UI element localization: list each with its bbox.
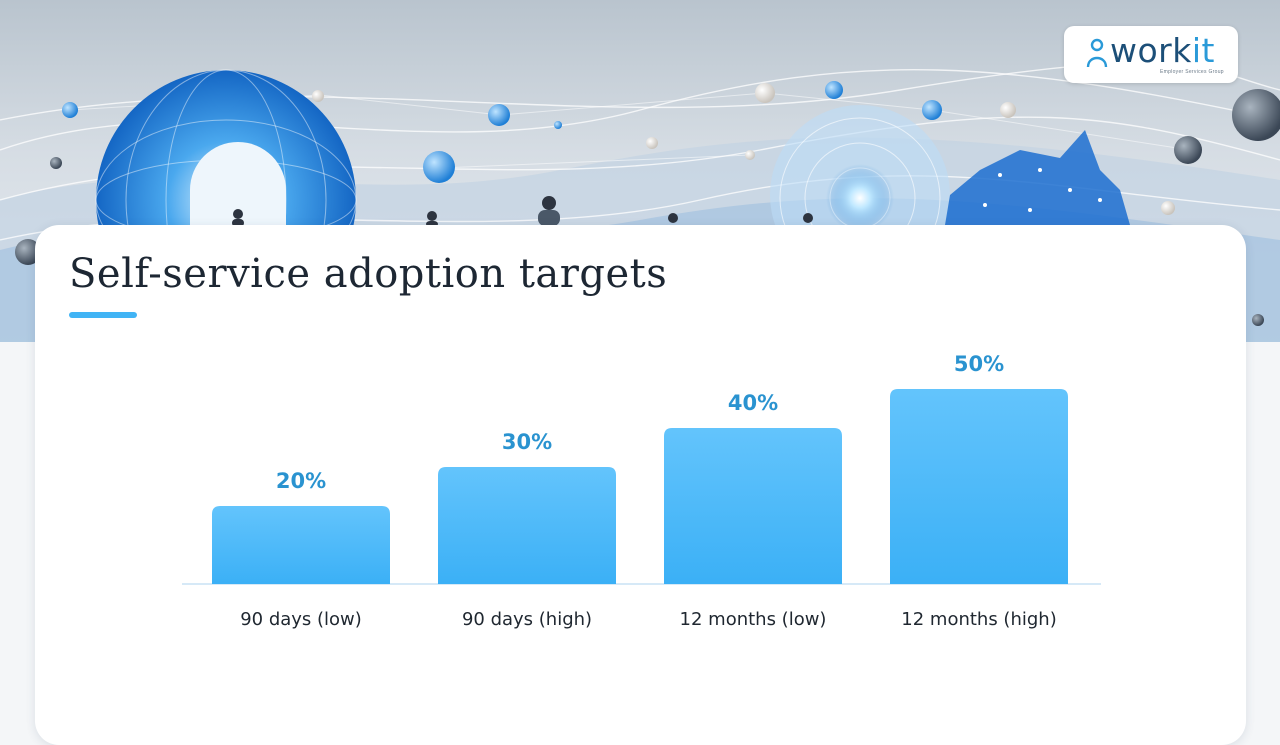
bar-value-label: 30% bbox=[502, 430, 552, 454]
bar-value-label: 20% bbox=[276, 469, 326, 493]
logo-tagline: Employer Services Group bbox=[1160, 69, 1224, 75]
category-label: 90 days (high) bbox=[462, 609, 592, 630]
bar-2 bbox=[438, 467, 616, 584]
category-label: 12 months (high) bbox=[901, 609, 1056, 630]
bar-value-label: 50% bbox=[954, 352, 1004, 376]
content-card: Self-service adoption targets 20% 90 days… bbox=[35, 225, 1246, 745]
bar-4 bbox=[890, 389, 1068, 584]
category-label: 12 months (low) bbox=[680, 609, 827, 630]
bar-3 bbox=[664, 428, 842, 584]
person-icon bbox=[1086, 38, 1108, 68]
bar-chart: 20% 90 days (low) 30% 90 days (high) 40% 12 m… bbox=[182, 352, 1101, 630]
category-label: 90 days (low) bbox=[240, 609, 362, 630]
workit-logo: workit Employer Services Group bbox=[1064, 26, 1238, 83]
title-underline bbox=[69, 312, 137, 318]
bar-1 bbox=[212, 506, 390, 584]
logo-wordmark: workit bbox=[1110, 31, 1215, 71]
chart-bars: 20% 90 days (low) 30% 90 days (high) 40% 12 m… bbox=[212, 352, 1068, 630]
logo-word-main: work bbox=[1110, 31, 1192, 70]
page-title: Self-service adoption targets bbox=[69, 251, 668, 297]
logo-word-accent: it bbox=[1191, 31, 1215, 70]
bar-value-label: 40% bbox=[728, 391, 778, 415]
